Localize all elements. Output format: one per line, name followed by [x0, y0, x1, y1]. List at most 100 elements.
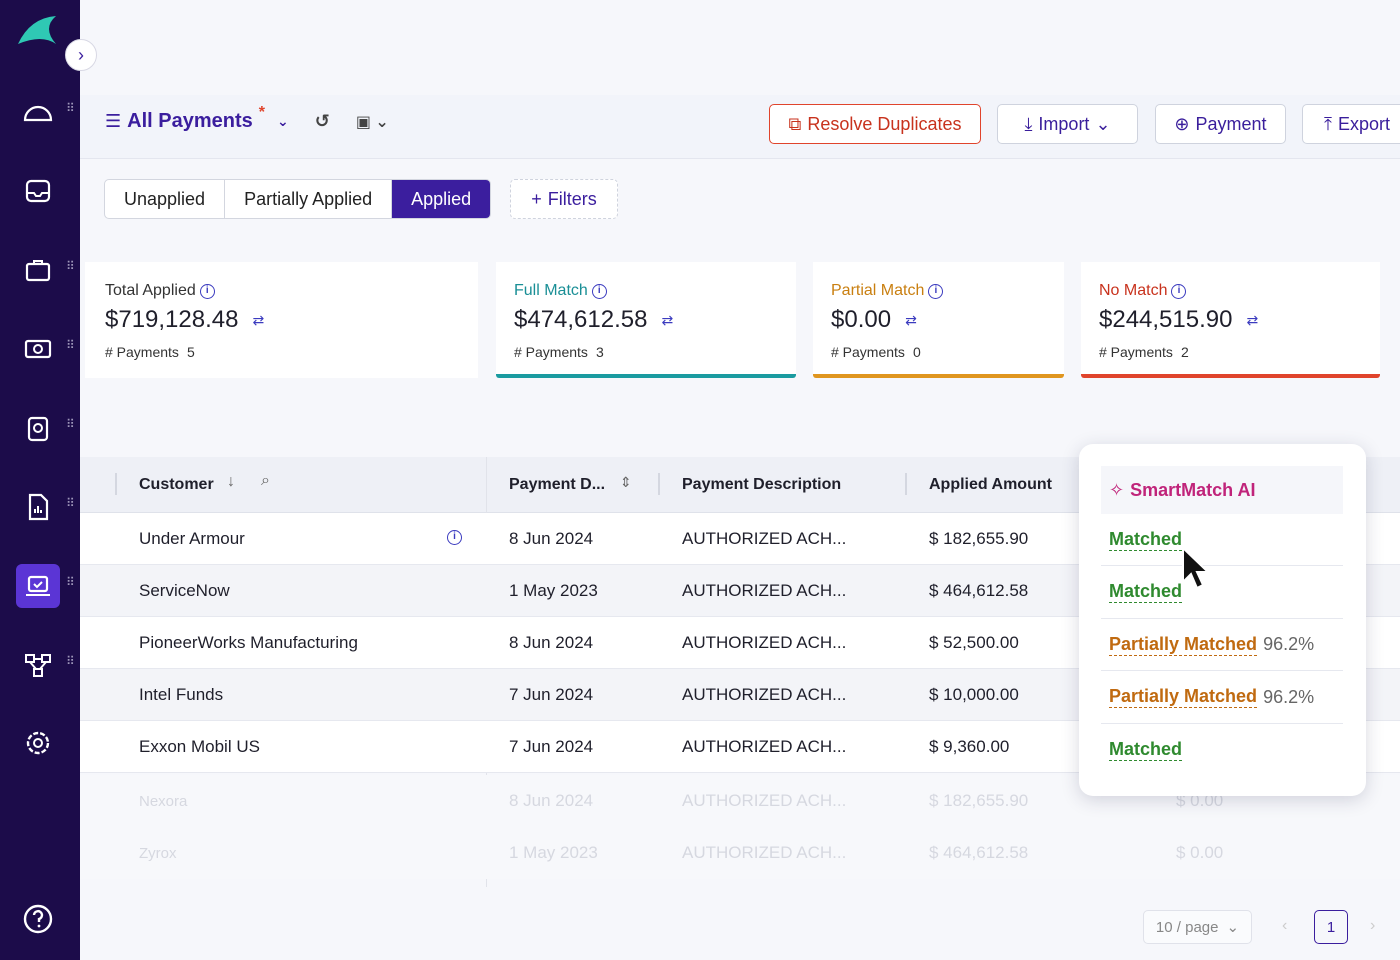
table-cell: $ 182,655.90 — [929, 529, 1029, 548]
match-status[interactable]: Partially Matched — [1109, 686, 1258, 708]
count-label: # Payments — [831, 344, 905, 360]
table-cell: 1 May 2023 — [509, 581, 598, 600]
save-icon[interactable]: ▣ ⌄ — [355, 113, 389, 131]
grip: ⠿ — [66, 101, 75, 115]
export-button[interactable]: ⤒ Export — [1302, 104, 1400, 144]
card-amount-row: $474,612.58 ⇄ — [514, 306, 776, 334]
workflow-icon[interactable] — [22, 649, 54, 681]
tab-group: Unapplied Partially Applied Applied — [104, 179, 492, 219]
smartmatch-row: Partially Matched 96.2% — [1101, 619, 1343, 671]
page-size: 10 / page — [1155, 918, 1219, 936]
table-cell: AUTHORIZED ACH... — [682, 581, 847, 600]
chevron: ⌄ — [276, 113, 289, 129]
tab-active[interactable]: Applied — [392, 180, 491, 218]
sidebar: ⠿ ⠿ ⠿ ⠿ ⠿ ⠿ ⠿ — [0, 0, 80, 960]
table-cell: AUTHORIZED ACH... — [682, 737, 847, 756]
table-cell: Intel Funds — [139, 685, 224, 704]
payments-icon[interactable] — [22, 333, 54, 365]
header-divider — [658, 473, 660, 495]
card-count-row: # Payments 3 — [514, 344, 776, 360]
button-label: Resolve Duplicates — [807, 113, 962, 134]
button-label: Payment — [1195, 113, 1267, 134]
dashboard-icon[interactable] — [22, 96, 54, 128]
card-label: No Match — [1099, 282, 1168, 299]
table-cell: AUTHORIZED ACH... — [682, 685, 847, 704]
view-selector[interactable]: ☰ All Payments * ⌄ ↺ ▣ ⌄ — [105, 104, 389, 133]
briefcase-icon[interactable] — [22, 254, 54, 286]
table-cell: 8 Jun 2024 — [509, 633, 594, 652]
faded-cell: $ 464,612.58 — [929, 843, 1029, 862]
card-label: Full Match — [514, 282, 588, 299]
grip: ⠿ — [66, 496, 75, 510]
match-status[interactable]: Partially Matched — [1109, 633, 1258, 656]
header-divider — [115, 473, 117, 495]
faded-cell: 1 May 2023 — [509, 843, 598, 862]
match-status[interactable]: Matched — [1109, 739, 1183, 761]
page-number[interactable]: 1 — [1314, 910, 1348, 944]
summary-card: Full Match i $474,612.58 ⇄ # Payments 3 — [496, 262, 796, 378]
grip: ⠿ — [66, 575, 75, 589]
modified-mark: * — [258, 104, 265, 121]
count-value: 2 — [1180, 344, 1189, 360]
resolve-duplicates-button[interactable]: ⧉ Resolve Duplicates — [769, 104, 981, 144]
prev-page[interactable]: ‹ — [1282, 917, 1288, 934]
count-label: # Payments — [105, 344, 179, 360]
applied-icon[interactable] — [22, 570, 54, 602]
match-status[interactable]: Matched — [1109, 528, 1183, 551]
terminal-icon[interactable] — [22, 412, 54, 444]
grip: ⠿ — [66, 654, 75, 668]
inbox-icon[interactable] — [22, 175, 54, 207]
card-amount: $244,515.90 — [1099, 306, 1233, 333]
card-amount-row: $719,128.48 ⇄ — [105, 306, 458, 334]
column-header: Payment Description — [682, 476, 842, 493]
import-button[interactable]: ⤓ Import ⌄ — [997, 104, 1138, 144]
card-amount: $719,128.48 — [105, 306, 239, 333]
header-divider — [905, 473, 907, 495]
table-cell: $ 464,612.58 — [929, 581, 1029, 600]
help-icon[interactable] — [22, 903, 54, 935]
faded-cell: AUTHORIZED ACH... — [682, 843, 847, 862]
table-cell: $ 10,000.00 — [929, 685, 1019, 704]
search-icon[interactable]: ⌕ — [261, 472, 270, 489]
report-icon[interactable] — [22, 491, 54, 523]
swap-icon[interactable]: ⇄ — [252, 311, 265, 328]
tab[interactable]: Partially Applied — [225, 180, 393, 218]
count-value: 5 — [186, 344, 195, 360]
swap-icon[interactable]: ⇄ — [661, 311, 674, 328]
table-cell: 7 Jun 2024 — [509, 685, 594, 704]
smartmatch-row: Matched — [1101, 567, 1343, 619]
swap-icon[interactable]: ⇄ — [1246, 311, 1259, 328]
card-count-row: # Payments 2 — [1099, 344, 1360, 360]
summary-card: Total Applied i $719,128.48 ⇄ # Payments 5 — [85, 262, 478, 378]
info-icon[interactable]: i — [1171, 283, 1187, 299]
table-cell: PioneerWorks Manufacturing — [139, 633, 358, 652]
next-page[interactable]: › — [1370, 917, 1376, 934]
count-value: 3 — [595, 344, 604, 360]
match-status[interactable]: Matched — [1109, 581, 1183, 603]
sort-icon[interactable]: ⇕ — [620, 474, 632, 490]
faded-cell: Nexora — [139, 792, 188, 810]
table-cell: $ 9,360.00 — [929, 737, 1010, 756]
column-header: Customer — [139, 476, 214, 493]
expand-button[interactable]: › — [65, 39, 97, 71]
faded-row — [80, 827, 1400, 879]
button-label: Export — [1337, 113, 1390, 134]
card-label-row: No Match i — [1099, 282, 1360, 300]
grip: ⠿ — [66, 259, 75, 273]
view-title: All Payments — [127, 110, 253, 132]
payment-button[interactable]: ⊕ Payment — [1155, 104, 1286, 144]
info-icon[interactable]: i — [591, 283, 607, 299]
info-icon[interactable]: i — [447, 530, 462, 545]
card-label-row: Total Applied i — [105, 282, 458, 300]
info-icon[interactable]: i — [928, 283, 944, 299]
page-size-select[interactable]: 10 / page ⌄ — [1143, 910, 1252, 944]
undo-icon[interactable]: ↺ — [314, 111, 330, 131]
tab[interactable]: Unapplied — [105, 180, 226, 218]
info-icon[interactable]: i — [199, 283, 215, 299]
swap-icon[interactable]: ⇄ — [905, 311, 917, 328]
table-cell: 7 Jun 2024 — [509, 737, 594, 756]
grip: ⠿ — [66, 417, 75, 431]
sort-icon[interactable]: ↓ — [227, 473, 235, 490]
filters-button[interactable]: + Filters — [510, 179, 618, 219]
settings-icon[interactable] — [22, 727, 54, 759]
